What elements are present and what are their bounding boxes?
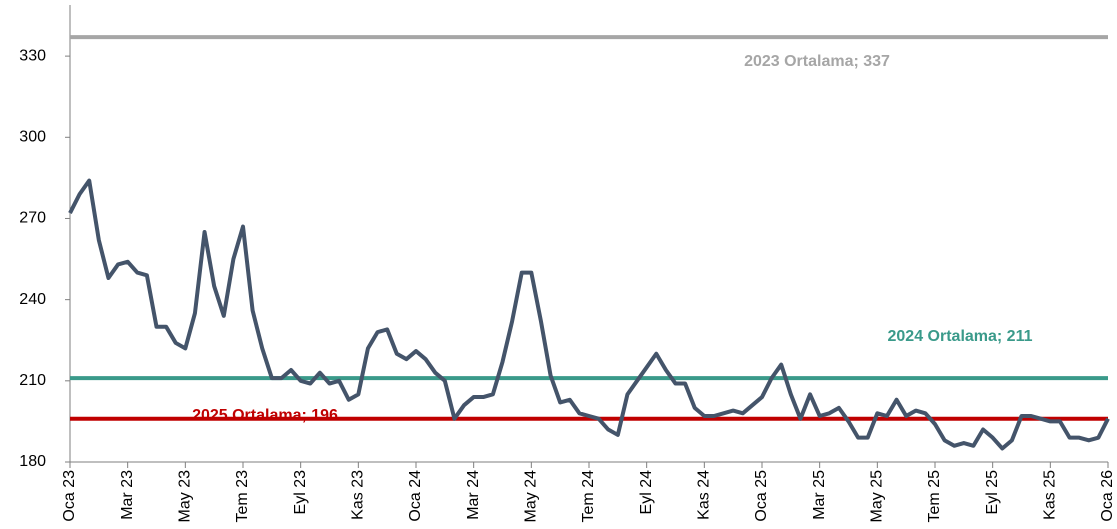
x-tick-label: Tem 23 [234, 470, 251, 523]
x-tick-label: May 25 [869, 470, 886, 523]
x-tick-label: Oca 26 [1099, 470, 1116, 522]
y-tick-label: 270 [19, 210, 46, 227]
x-tick-label: Tem 24 [580, 470, 597, 523]
x-tick-label: Eyl 24 [638, 470, 655, 515]
x-tick-label: May 24 [523, 470, 540, 523]
x-tick-label: Mar 23 [119, 470, 136, 520]
x-tick-label: Oca 23 [61, 470, 78, 522]
x-tick-label: Eyl 23 [292, 470, 309, 515]
y-tick-label: 210 [19, 372, 46, 389]
y-tick-label: 180 [19, 453, 46, 470]
reference-label: 2024 Ortalama; 211 [888, 328, 1033, 345]
y-tick-label: 330 [19, 47, 46, 64]
x-tick-label: Kas 23 [350, 470, 367, 520]
x-tick-label: Oca 24 [407, 470, 424, 522]
y-tick-label: 240 [19, 291, 46, 308]
x-tick-label: Kas 24 [696, 470, 713, 520]
x-tick-label: May 23 [177, 470, 194, 523]
reference-label: 2023 Ortalama; 337 [744, 53, 890, 70]
x-tick-label: Mar 25 [811, 470, 828, 520]
x-tick-label: Tem 25 [926, 470, 943, 523]
x-tick-label: Kas 25 [1042, 470, 1059, 520]
reference-label: 2025 Ortalama; 196 [192, 407, 338, 424]
data-line [68, 178, 1110, 451]
y-tick-label: 300 [19, 129, 46, 146]
x-tick-label: Eyl 25 [984, 470, 1001, 515]
x-tick-label: Mar 24 [465, 470, 482, 520]
x-tick-label: Oca 25 [753, 470, 770, 522]
